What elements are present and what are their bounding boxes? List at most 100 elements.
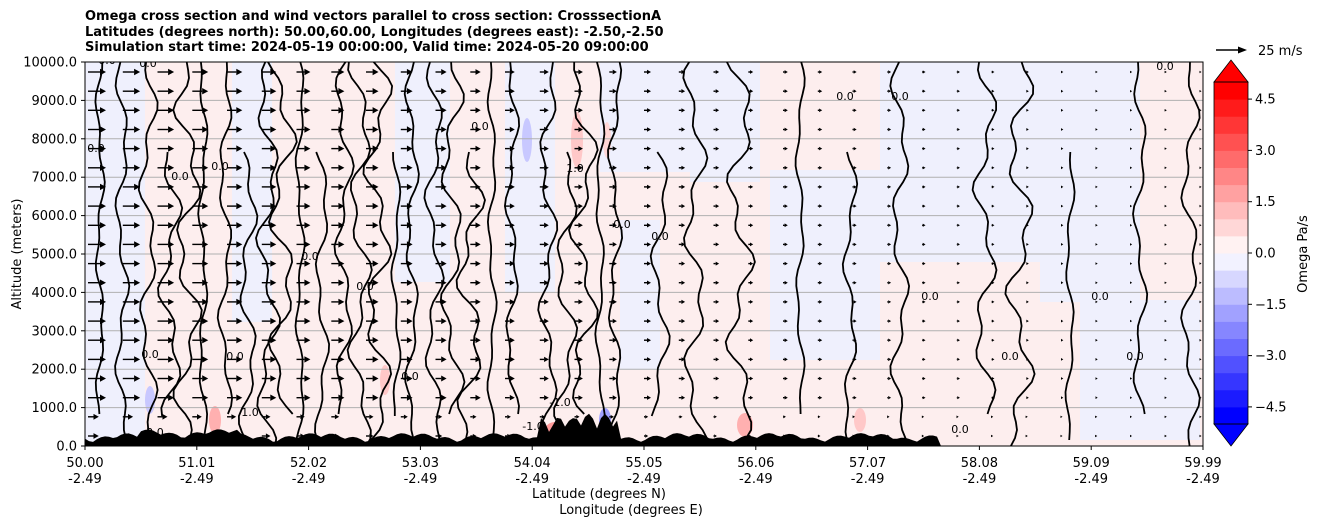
wind-vector-head xyxy=(1095,89,1098,93)
wind-vector-head xyxy=(715,357,720,362)
wind-vector-head xyxy=(202,356,209,363)
wind-vector-head xyxy=(304,356,311,363)
wind-vector-head xyxy=(681,338,686,343)
contour-label: 0.0 xyxy=(1071,50,1089,63)
wind-vector-head xyxy=(750,395,754,400)
wind-vector-head xyxy=(372,68,379,76)
wind-vector-head xyxy=(1095,262,1098,265)
wind-vector-head xyxy=(681,357,686,362)
wind-vector-head xyxy=(750,242,754,247)
wind-vector-head xyxy=(1095,281,1098,285)
wind-vector-head xyxy=(715,338,720,343)
wind-vector-head xyxy=(991,223,995,227)
wind-vector-head xyxy=(681,204,686,209)
wind-vector-head xyxy=(1026,185,1029,189)
contour-label: 0.0 xyxy=(356,280,374,293)
wind-vector-head xyxy=(612,357,617,362)
wind-vector-head xyxy=(991,204,995,208)
wind-vector-head xyxy=(819,376,823,381)
wind-vector-head xyxy=(578,69,583,75)
wind-vector-head xyxy=(231,414,237,420)
wind-vector-head xyxy=(819,261,823,266)
wind-vector-head xyxy=(647,146,651,151)
wind-vector-head xyxy=(372,356,379,363)
wind-vector-head xyxy=(957,108,960,112)
wind-vector-head xyxy=(338,279,345,286)
colorbar-level xyxy=(1214,133,1248,151)
wind-vector-head xyxy=(1164,358,1167,361)
wind-vector-head xyxy=(922,166,926,170)
wind-vector-head xyxy=(578,376,583,381)
wind-vector-head xyxy=(784,338,788,343)
wind-vector-head xyxy=(475,299,481,305)
wind-vector-head xyxy=(441,279,447,286)
wind-vector-head xyxy=(168,202,175,210)
wind-vector-head xyxy=(991,377,995,380)
contour-label: 0.0 xyxy=(98,54,116,67)
wind-vector-head xyxy=(1164,281,1167,284)
colorbar-level xyxy=(1214,372,1248,391)
wind-vector-head xyxy=(1164,243,1167,246)
wind-vector-head xyxy=(957,300,960,304)
wind-vectors xyxy=(88,68,1202,439)
wind-vector-head xyxy=(372,337,379,344)
wind-vector-head xyxy=(784,165,788,170)
wind-vector-head xyxy=(957,89,960,93)
wind-vector-head xyxy=(1061,377,1064,380)
wind-vector-head xyxy=(647,69,651,75)
contour-line xyxy=(794,62,806,415)
wind-vector-head xyxy=(338,317,345,325)
wind-vector-head xyxy=(888,127,892,132)
wind-vector-head xyxy=(372,164,379,171)
colorbar-level xyxy=(1214,201,1248,220)
wind-vector-head xyxy=(1130,300,1133,304)
wind-vector-head xyxy=(338,337,345,344)
wind-vector-head xyxy=(922,396,926,400)
wind-vector-head xyxy=(100,68,106,76)
wind-vector-head xyxy=(270,145,277,152)
wind-vector-head xyxy=(1026,70,1029,74)
wind-vector-head xyxy=(1164,377,1167,380)
wind-vector-head xyxy=(784,300,788,304)
wind-vector-head xyxy=(544,203,549,209)
wind-vector-head xyxy=(202,202,209,210)
wind-vector-head xyxy=(784,204,788,208)
wind-vector-head xyxy=(100,107,106,114)
wind-vector-head xyxy=(406,298,413,305)
wind-vector-head xyxy=(304,164,311,171)
colorbar-level xyxy=(1214,355,1248,374)
wind-vector-head xyxy=(991,147,995,151)
wind-vector-head xyxy=(922,261,926,266)
wind-vector-head xyxy=(544,69,549,75)
wind-vector-head xyxy=(647,299,651,305)
wind-vector-head xyxy=(100,298,106,306)
wind-vector-head xyxy=(475,394,481,401)
contour-line xyxy=(503,62,521,415)
wind-vector-head xyxy=(338,107,345,114)
contour-line xyxy=(237,151,259,441)
wind-vector-head xyxy=(541,414,546,419)
wind-vector-head xyxy=(715,319,720,324)
wind-vector-head xyxy=(1095,300,1098,304)
contour-line xyxy=(724,62,756,446)
wind-vector-head xyxy=(1130,204,1133,208)
wind-vector-head xyxy=(1061,128,1064,131)
x-tick-label-lon: -2.49 xyxy=(180,472,214,487)
wind-vector-head xyxy=(134,260,141,267)
contour-line xyxy=(486,62,498,446)
wind-vector-head xyxy=(647,376,651,381)
wind-vector-head xyxy=(715,146,720,151)
wind-vector-head xyxy=(168,394,175,401)
wind-vector-head xyxy=(265,433,271,439)
wind-vector-head xyxy=(578,261,583,267)
wind-vector-head xyxy=(922,242,926,247)
wind-vector-head xyxy=(1199,147,1202,150)
wind-vector-head xyxy=(922,127,926,132)
wind-vector-head xyxy=(1199,319,1202,323)
wind-vector-head xyxy=(304,337,311,344)
wind-vector-head xyxy=(168,375,175,382)
terrain xyxy=(85,413,1203,446)
wind-vector-head xyxy=(338,164,345,171)
contour-label: 0.0 xyxy=(141,348,159,361)
